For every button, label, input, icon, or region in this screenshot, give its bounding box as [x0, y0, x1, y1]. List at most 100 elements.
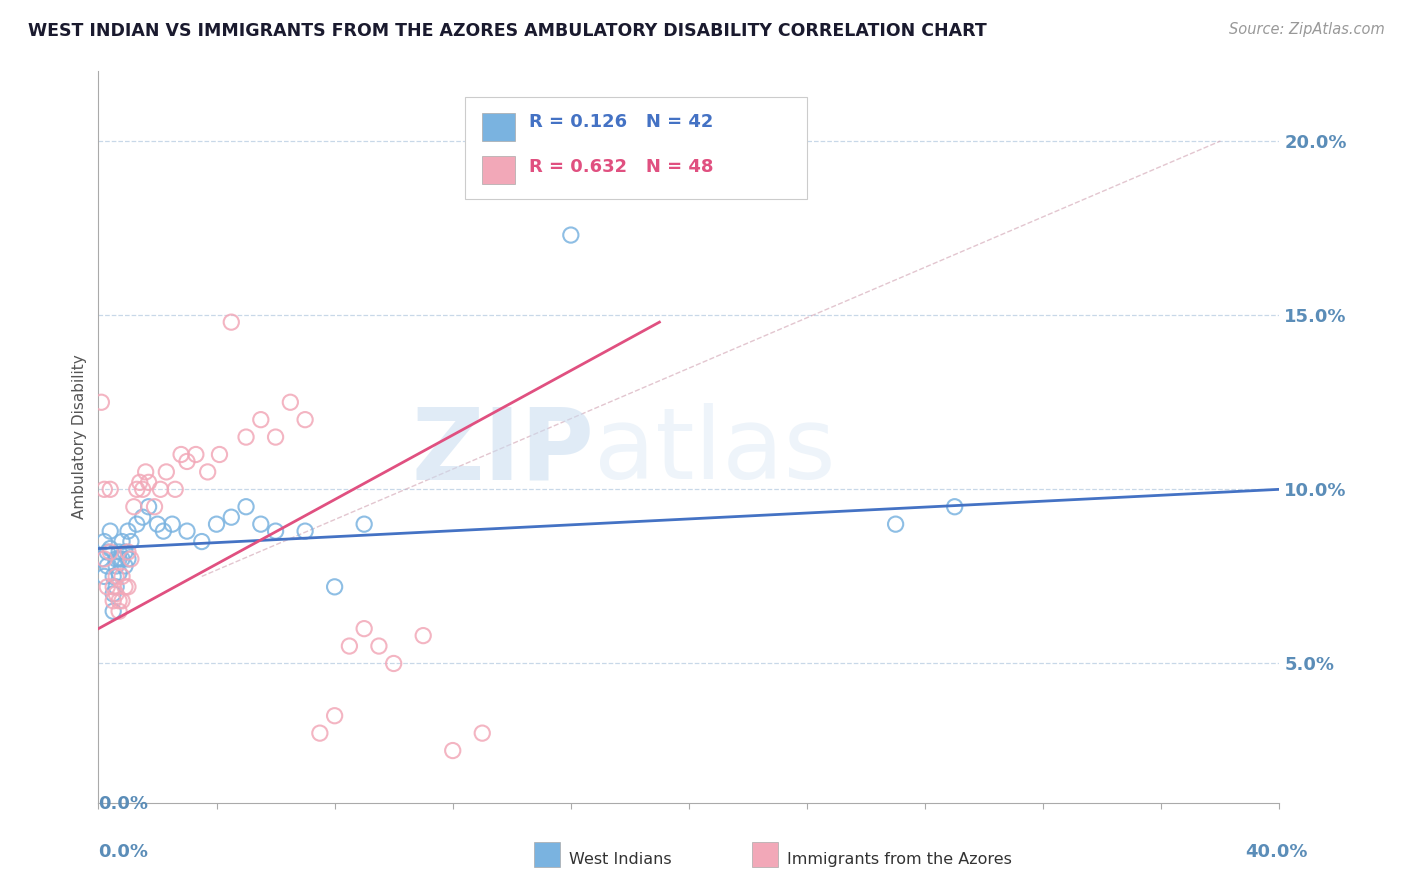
Point — [128, 475, 150, 490]
Point — [108, 604, 131, 618]
Bar — [482, 112, 516, 141]
Bar — [482, 156, 516, 185]
Text: R = 0.632   N = 48: R = 0.632 N = 48 — [530, 158, 714, 177]
Point — [105, 569, 128, 583]
Point — [264, 430, 287, 444]
Text: 0.0%: 0.0% — [98, 796, 149, 814]
Point — [96, 580, 118, 594]
Point — [111, 569, 134, 583]
Text: 40.0%: 40.0% — [1246, 843, 1308, 861]
Point — [111, 552, 134, 566]
Point — [208, 448, 231, 462]
Point — [149, 483, 172, 497]
Point — [90, 552, 112, 566]
Point — [339, 639, 361, 653]
Point — [132, 510, 155, 524]
Point — [108, 594, 131, 608]
Point — [93, 483, 115, 497]
Point — [353, 517, 375, 532]
Point — [184, 448, 207, 462]
Point — [205, 517, 228, 532]
Point — [132, 483, 155, 497]
Point — [368, 639, 391, 653]
Point — [152, 524, 174, 538]
Point — [90, 395, 112, 409]
Point — [294, 412, 316, 426]
Point — [135, 465, 157, 479]
Point — [114, 580, 136, 594]
Point — [105, 552, 128, 566]
Point — [309, 726, 332, 740]
Point — [105, 587, 128, 601]
Point — [250, 412, 273, 426]
Point — [884, 517, 907, 532]
Point — [122, 500, 145, 514]
Point — [191, 534, 214, 549]
Point — [114, 545, 136, 559]
Point — [120, 552, 142, 566]
Point — [108, 545, 131, 559]
Point — [105, 558, 128, 573]
Point — [98, 483, 121, 497]
Point — [93, 534, 115, 549]
Text: ZIP: ZIP — [412, 403, 595, 500]
Point — [120, 534, 142, 549]
Point — [103, 604, 125, 618]
Point — [471, 726, 494, 740]
Point — [138, 500, 160, 514]
Point — [98, 545, 121, 559]
Point — [111, 534, 134, 549]
Point — [176, 524, 198, 538]
Point — [117, 552, 139, 566]
Text: Immigrants from the Azores: Immigrants from the Azores — [787, 853, 1012, 867]
Point — [111, 594, 134, 608]
Text: 0.0%: 0.0% — [98, 843, 149, 861]
Point — [323, 708, 346, 723]
Point — [93, 569, 115, 583]
Point — [117, 580, 139, 594]
Point — [103, 580, 125, 594]
Point — [96, 545, 118, 559]
Point — [165, 483, 187, 497]
Point — [162, 517, 183, 532]
Point — [143, 500, 166, 514]
Point — [114, 558, 136, 573]
Point — [250, 517, 273, 532]
Point — [382, 657, 405, 671]
Point — [294, 524, 316, 538]
Point — [146, 517, 169, 532]
Point — [98, 541, 121, 556]
Point — [197, 465, 219, 479]
Point — [117, 524, 139, 538]
Point — [235, 430, 257, 444]
Point — [353, 622, 375, 636]
Point — [170, 448, 193, 462]
Point — [221, 315, 243, 329]
Point — [138, 475, 160, 490]
Point — [176, 454, 198, 468]
Point — [96, 558, 118, 573]
FancyBboxPatch shape — [464, 97, 807, 200]
Point — [560, 228, 582, 243]
Point — [221, 510, 243, 524]
Point — [412, 629, 434, 643]
Point — [125, 483, 148, 497]
Point — [103, 569, 125, 583]
Point — [155, 465, 177, 479]
Point — [125, 517, 148, 532]
Point — [943, 500, 966, 514]
Point — [441, 743, 464, 757]
Point — [108, 552, 131, 566]
Point — [103, 594, 125, 608]
Text: WEST INDIAN VS IMMIGRANTS FROM THE AZORES AMBULATORY DISABILITY CORRELATION CHAR: WEST INDIAN VS IMMIGRANTS FROM THE AZORE… — [28, 22, 987, 40]
Point — [105, 580, 128, 594]
Point — [108, 566, 131, 580]
Text: Source: ZipAtlas.com: Source: ZipAtlas.com — [1229, 22, 1385, 37]
Text: West Indians: West Indians — [569, 853, 672, 867]
Point — [103, 587, 125, 601]
Point — [280, 395, 302, 409]
Point — [264, 524, 287, 538]
Y-axis label: Ambulatory Disability: Ambulatory Disability — [72, 355, 87, 519]
Point — [235, 500, 257, 514]
Point — [93, 552, 115, 566]
